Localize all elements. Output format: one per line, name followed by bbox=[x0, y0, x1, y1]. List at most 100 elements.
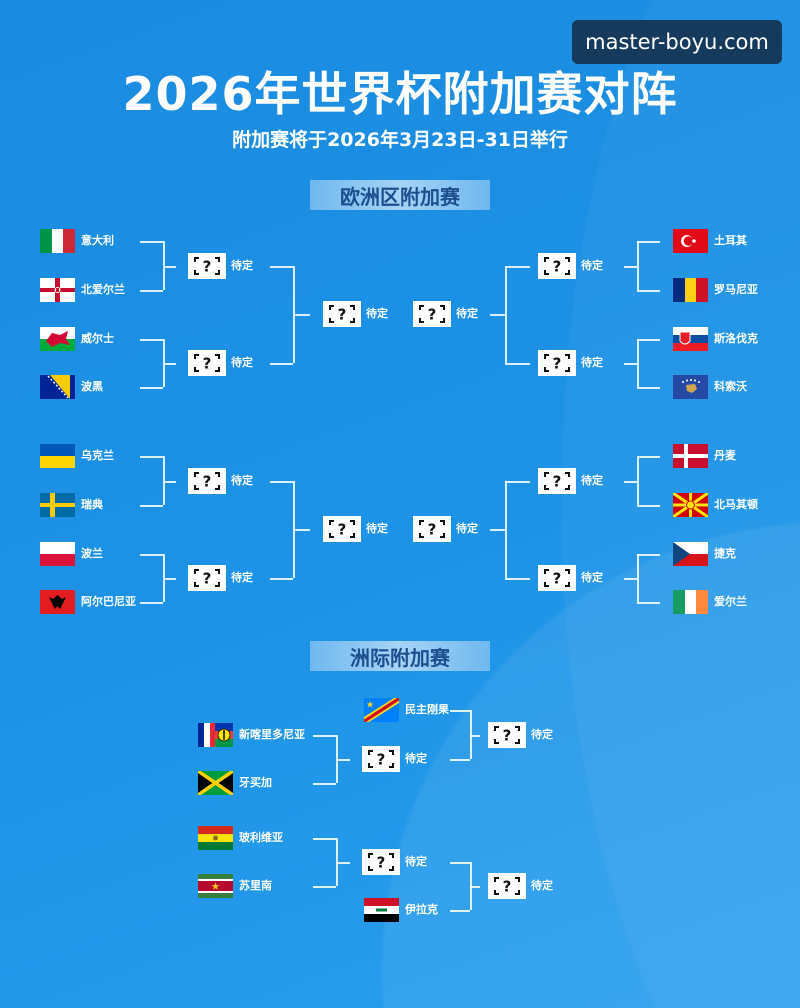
placeholder-box: ? bbox=[362, 746, 400, 772]
placeholder-box: ? bbox=[538, 468, 576, 494]
bracket-line bbox=[140, 241, 163, 243]
placeholder-box: ? bbox=[413, 516, 451, 542]
bracket-line bbox=[163, 363, 176, 365]
team-name: 牙买加 bbox=[239, 776, 272, 789]
team-name: 北爱尔兰 bbox=[81, 283, 125, 296]
placeholder-box: ? bbox=[362, 849, 400, 875]
italy-flag-icon bbox=[40, 229, 75, 253]
tbd-label: 待定 bbox=[231, 356, 253, 369]
team-name: 爱尔兰 bbox=[714, 595, 747, 608]
team-name: 瑞典 bbox=[81, 498, 103, 511]
slovakia-flag-icon bbox=[673, 327, 708, 351]
ukraine-flag-icon bbox=[40, 444, 75, 468]
team-name: 民主刚果 bbox=[405, 703, 449, 716]
placeholder-box: ? bbox=[538, 253, 576, 279]
bracket-line bbox=[470, 710, 472, 759]
svg-text:?: ? bbox=[338, 521, 347, 539]
svg-text:?: ? bbox=[377, 751, 386, 769]
team-name: 科索沃 bbox=[714, 380, 747, 393]
north-macedonia-flag-icon bbox=[672, 491, 709, 519]
bracket-line bbox=[140, 387, 163, 389]
bracket-line bbox=[470, 735, 480, 737]
bracket-line bbox=[637, 456, 660, 458]
page-title: 2026年世界杯附加赛对阵 bbox=[122, 67, 678, 121]
bracket-line bbox=[470, 886, 480, 888]
bracket-line bbox=[490, 314, 505, 316]
team-name: 玻利维亚 bbox=[239, 831, 283, 844]
tbd-label: 待定 bbox=[405, 855, 427, 868]
bracket-line bbox=[624, 578, 637, 580]
svg-text:?: ? bbox=[203, 570, 212, 588]
bracket-line bbox=[270, 578, 293, 580]
svg-text:?: ? bbox=[503, 727, 512, 745]
placeholder-box: ? bbox=[488, 873, 526, 899]
bracket-line bbox=[624, 481, 637, 483]
bracket-line bbox=[140, 602, 163, 604]
bracket-line bbox=[505, 266, 530, 268]
question-mark-icon: ? bbox=[494, 877, 520, 896]
bracket-line bbox=[450, 862, 470, 864]
bracket-line bbox=[140, 339, 163, 341]
svg-text:?: ? bbox=[553, 355, 562, 373]
page-subtitle: 附加赛将于2026年3月23日-31日举行 bbox=[232, 129, 568, 151]
bracket-line bbox=[505, 363, 530, 365]
question-mark-icon: ? bbox=[544, 257, 570, 276]
team-name: 北马其顿 bbox=[714, 498, 758, 511]
tbd-label: 待定 bbox=[366, 522, 388, 535]
bracket-line bbox=[313, 838, 336, 840]
svg-text:?: ? bbox=[203, 355, 212, 373]
tbd-label: 待定 bbox=[366, 307, 388, 320]
bracket-line bbox=[505, 481, 507, 578]
tbd-label: 待定 bbox=[581, 571, 603, 584]
suriname-flag-icon bbox=[198, 874, 233, 898]
new-caledonia-flag-icon bbox=[198, 723, 233, 747]
denmark-flag-icon bbox=[673, 444, 708, 468]
team-name: 意大利 bbox=[81, 234, 114, 247]
question-mark-icon: ? bbox=[368, 750, 394, 769]
question-mark-icon: ? bbox=[194, 472, 220, 491]
bracket-line bbox=[637, 602, 660, 604]
team-name: 阿尔巴尼亚 bbox=[81, 595, 136, 608]
tbd-label: 待定 bbox=[581, 356, 603, 369]
section-europe-label: 欧洲区附加赛 bbox=[310, 180, 490, 210]
bracket-line bbox=[140, 554, 163, 556]
question-mark-icon: ? bbox=[368, 853, 394, 872]
bracket-line bbox=[336, 862, 350, 864]
dr-congo-flag-icon bbox=[364, 698, 399, 722]
bracket-line bbox=[313, 735, 336, 737]
bracket-line bbox=[637, 290, 660, 292]
bracket-line bbox=[140, 456, 163, 458]
svg-text:?: ? bbox=[553, 570, 562, 588]
tbd-label: 待定 bbox=[581, 259, 603, 272]
tbd-label: 待定 bbox=[231, 571, 253, 584]
team-name: 丹麦 bbox=[714, 449, 736, 462]
question-mark-icon: ? bbox=[544, 569, 570, 588]
placeholder-box: ? bbox=[188, 565, 226, 591]
placeholder-box: ? bbox=[188, 468, 226, 494]
svg-text:?: ? bbox=[203, 473, 212, 491]
bosnia-flag-icon bbox=[40, 375, 75, 399]
question-mark-icon: ? bbox=[544, 354, 570, 373]
bracket-line bbox=[637, 339, 639, 387]
kosovo-flag-icon bbox=[673, 375, 708, 399]
sweden-flag-icon bbox=[40, 493, 75, 517]
placeholder-box: ? bbox=[413, 301, 451, 327]
team-name: 捷克 bbox=[714, 547, 736, 560]
bracket-line bbox=[313, 886, 336, 888]
romania-flag-icon bbox=[673, 278, 708, 302]
tbd-label: 待定 bbox=[456, 522, 478, 535]
bracket-line bbox=[270, 363, 293, 365]
svg-text:?: ? bbox=[428, 306, 437, 324]
bracket-line bbox=[140, 290, 163, 292]
iraq-flag-icon bbox=[364, 898, 399, 922]
bracket-line bbox=[293, 314, 310, 316]
svg-text:?: ? bbox=[203, 258, 212, 276]
bracket-line bbox=[450, 710, 470, 712]
bracket-line bbox=[637, 339, 660, 341]
question-mark-icon: ? bbox=[329, 520, 355, 539]
albania-flag-icon bbox=[40, 590, 75, 614]
svg-text:?: ? bbox=[428, 521, 437, 539]
tbd-label: 待定 bbox=[531, 728, 553, 741]
turkey-flag-icon bbox=[673, 229, 708, 253]
